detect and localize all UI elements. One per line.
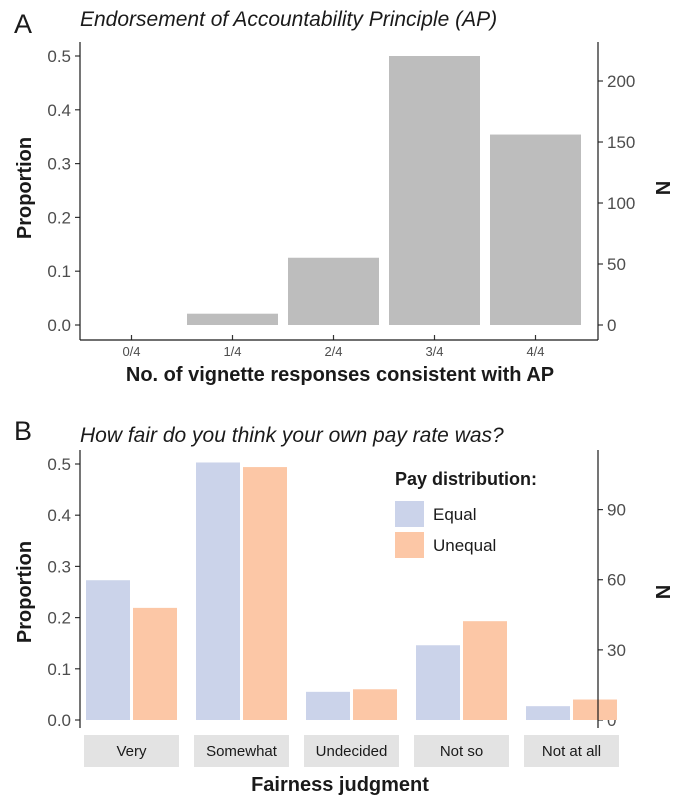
panel-b-strip-label: Undecided (316, 743, 388, 760)
panel-a-x-ticks: 0/4 1/4 2/4 3/4 4/4 (122, 335, 545, 359)
panel-a: A Endorsement of Accountability Principl… (14, 8, 673, 386)
legend-label-equal: Equal (433, 505, 476, 524)
legend-swatch-equal (395, 501, 424, 527)
panel-b-left-tick-label: 0.0 (47, 711, 71, 730)
panel-a-x-tick-label: 0/4 (122, 344, 140, 359)
panel-b-right-tick-label: 30 (607, 641, 626, 660)
panel-b-left-tick-label: 0.3 (47, 557, 71, 576)
panel-a-title: Endorsement of Accountability Principle … (80, 8, 497, 31)
panel-b-y-axis-title: Proportion (14, 541, 36, 643)
panel-b-strip-label: Somewhat (206, 743, 278, 760)
panel-a-y-axis-title: Proportion (14, 137, 36, 239)
panel-b-left-tick-label: 0.4 (47, 506, 71, 525)
panel-b-x-axis-title: Fairness judgment (251, 774, 429, 796)
panel-b-left-tick-label: 0.5 (47, 455, 71, 474)
panel-a-right-tick-label: 50 (607, 255, 626, 274)
panel-a-bar-1-of-4 (187, 313, 278, 325)
panel-b-strip-very (84, 735, 179, 767)
panel-b-strip-label: Not at all (542, 743, 601, 760)
legend-label-unequal: Unequal (433, 536, 496, 555)
panel-b-bars (86, 462, 617, 720)
panel-a-left-tick-label: 0.5 (47, 47, 71, 66)
panel-b-title: How fair do you think your own pay rate … (80, 424, 504, 447)
panel-b-legend: Pay distribution: Equal Unequal (395, 469, 537, 558)
panel-b-strip-not-at-all (524, 735, 619, 767)
panel-b-strips: Very Somewhat Undecided Not so Not at all (84, 735, 619, 767)
panel-a-x-tick-label: 3/4 (425, 344, 443, 359)
panel-b-left-ticks: 0.0 0.1 0.2 0.3 0.4 0.5 (47, 455, 80, 730)
panel-b-right-ticks: 0 30 60 90 (598, 501, 626, 730)
panel-b-bar-equal-very (86, 580, 130, 720)
panel-a-bar-3-of-4 (389, 56, 480, 325)
panel-a-right-tick-label: 0 (607, 316, 616, 335)
panel-a-letter: A (14, 9, 32, 39)
panel-b-bar-equal-not-at-all (526, 706, 570, 720)
panel-a-x-tick-label: 2/4 (324, 344, 342, 359)
panel-a-x-tick-label: 4/4 (526, 344, 544, 359)
panel-a-right-axis-title: N (651, 181, 673, 195)
panel-b-bar-unequal-somewhat (243, 467, 287, 720)
panel-a-right-tick-label: 200 (607, 72, 635, 91)
panel-a-x-axis-title: No. of vignette responses consistent wit… (126, 364, 554, 386)
legend-swatch-unequal (395, 532, 424, 558)
panel-a-left-ticks: 0.0 0.1 0.2 0.3 0.4 0.5 (47, 47, 80, 335)
panel-b-right-axis-title: N (651, 585, 673, 599)
panel-a-bar-4-of-4 (490, 134, 581, 325)
panel-b-strip-undecided (304, 735, 399, 767)
panel-b-bar-equal-not-so (416, 645, 460, 720)
panel-a-bar-2-of-4 (288, 257, 379, 325)
panel-b-left-tick-label: 0.1 (47, 660, 71, 679)
panel-b-bar-equal-undecided (306, 691, 350, 720)
panel-a-left-tick-label: 0.4 (47, 101, 71, 120)
panel-b-strip-somewhat (194, 735, 289, 767)
panel-b-bar-unequal-undecided (353, 689, 397, 720)
panel-b-bar-unequal-not-at-all (573, 699, 617, 720)
panel-b-bar-equal-somewhat (196, 462, 240, 720)
panel-b-strip-label: Very (116, 743, 147, 760)
panel-b-left-tick-label: 0.2 (47, 609, 71, 628)
panel-b-bar-unequal-not-so (463, 621, 507, 720)
panel-a-right-tick-label: 100 (607, 194, 635, 213)
panel-b-strip-not-so (414, 735, 509, 767)
panel-b-right-tick-label: 0 (607, 711, 616, 730)
panel-b: B How fair do you think your own pay rat… (14, 416, 673, 796)
panel-a-right-tick-label: 150 (607, 133, 635, 152)
panel-a-left-tick-label: 0.2 (47, 208, 71, 227)
legend-title: Pay distribution: (395, 469, 537, 489)
panel-a-x-tick-label: 1/4 (223, 344, 241, 359)
panel-a-left-tick-label: 0.0 (47, 316, 71, 335)
panel-b-strip-label: Not so (440, 743, 483, 760)
panel-b-bar-unequal-very (133, 607, 177, 720)
panel-a-bars (187, 56, 581, 325)
panel-b-letter: B (14, 416, 32, 446)
panel-b-right-tick-label: 60 (607, 571, 626, 590)
panel-b-right-tick-label: 90 (607, 501, 626, 520)
panel-a-left-tick-label: 0.3 (47, 155, 71, 174)
panel-a-left-tick-label: 0.1 (47, 262, 71, 281)
panel-a-right-ticks: 0 50 100 150 200 (598, 72, 635, 335)
